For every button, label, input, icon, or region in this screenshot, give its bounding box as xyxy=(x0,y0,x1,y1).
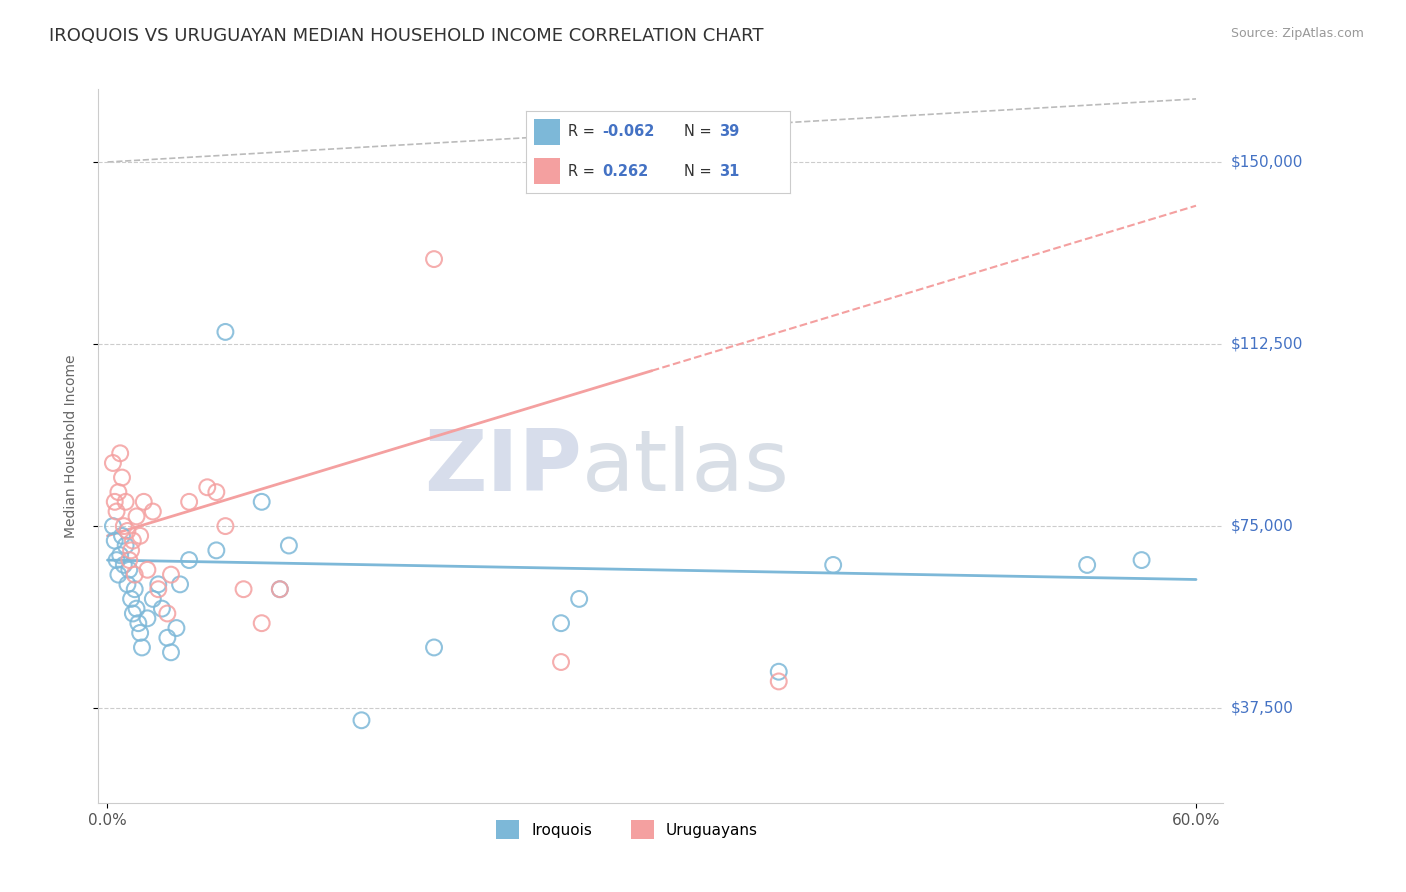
Point xyxy=(132,495,155,509)
Point xyxy=(118,553,141,567)
Text: $112,500: $112,500 xyxy=(1230,336,1303,351)
Point xyxy=(127,616,149,631)
Point xyxy=(214,325,236,339)
Point xyxy=(124,582,146,597)
Point xyxy=(112,558,135,572)
Text: Source: ZipAtlas.com: Source: ZipAtlas.com xyxy=(1230,27,1364,40)
Point xyxy=(118,563,141,577)
Point xyxy=(160,567,183,582)
Point xyxy=(122,533,145,548)
Point xyxy=(129,626,152,640)
Point xyxy=(129,529,152,543)
Point xyxy=(156,631,179,645)
Point xyxy=(142,591,165,606)
Point xyxy=(114,495,136,509)
Point xyxy=(768,674,790,689)
Point xyxy=(122,607,145,621)
Point xyxy=(125,509,148,524)
Point xyxy=(768,665,790,679)
Point xyxy=(112,519,135,533)
Point xyxy=(232,582,254,597)
Text: $75,000: $75,000 xyxy=(1230,518,1294,533)
Point xyxy=(156,607,179,621)
Point xyxy=(125,601,148,615)
Point xyxy=(107,567,129,582)
Y-axis label: Median Household Income: Median Household Income xyxy=(63,354,77,538)
Point xyxy=(568,591,591,606)
Point xyxy=(195,480,218,494)
Point xyxy=(423,252,446,266)
Point xyxy=(1076,558,1098,572)
Point xyxy=(105,504,128,518)
Point xyxy=(120,591,142,606)
Point xyxy=(117,577,139,591)
Point xyxy=(136,611,159,625)
Point xyxy=(148,577,170,591)
Point xyxy=(142,504,165,518)
Point xyxy=(179,495,201,509)
Text: IROQUOIS VS URUGUAYAN MEDIAN HOUSEHOLD INCOME CORRELATION CHART: IROQUOIS VS URUGUAYAN MEDIAN HOUSEHOLD I… xyxy=(49,27,763,45)
Text: $150,000: $150,000 xyxy=(1230,154,1303,169)
Point xyxy=(550,616,572,631)
Point xyxy=(148,582,170,597)
Point xyxy=(214,519,236,533)
Point xyxy=(107,485,129,500)
Point xyxy=(124,567,146,582)
Point xyxy=(108,446,131,460)
Point xyxy=(101,519,124,533)
Point xyxy=(350,713,373,727)
Point xyxy=(111,529,134,543)
Point xyxy=(250,616,273,631)
Point xyxy=(169,577,191,591)
Point xyxy=(165,621,187,635)
Point xyxy=(111,470,134,484)
Point xyxy=(120,543,142,558)
Point xyxy=(114,539,136,553)
Point xyxy=(550,655,572,669)
Point xyxy=(105,553,128,567)
Text: ZIP: ZIP xyxy=(425,425,582,509)
Point xyxy=(277,539,299,553)
Point xyxy=(108,548,131,562)
Point xyxy=(250,495,273,509)
Point xyxy=(104,495,127,509)
Point xyxy=(160,645,183,659)
Point xyxy=(823,558,845,572)
Point xyxy=(205,543,228,558)
Point xyxy=(101,456,124,470)
Text: $37,500: $37,500 xyxy=(1230,700,1294,715)
Point xyxy=(269,582,291,597)
Point xyxy=(136,563,159,577)
Point xyxy=(150,601,173,615)
Point xyxy=(117,524,139,538)
Text: atlas: atlas xyxy=(582,425,790,509)
Legend: Iroquois, Uruguayans: Iroquois, Uruguayans xyxy=(491,814,763,845)
Point xyxy=(1130,553,1153,567)
Point xyxy=(269,582,291,597)
Point xyxy=(179,553,201,567)
Point xyxy=(205,485,228,500)
Point xyxy=(423,640,446,655)
Point xyxy=(131,640,153,655)
Point xyxy=(104,533,127,548)
